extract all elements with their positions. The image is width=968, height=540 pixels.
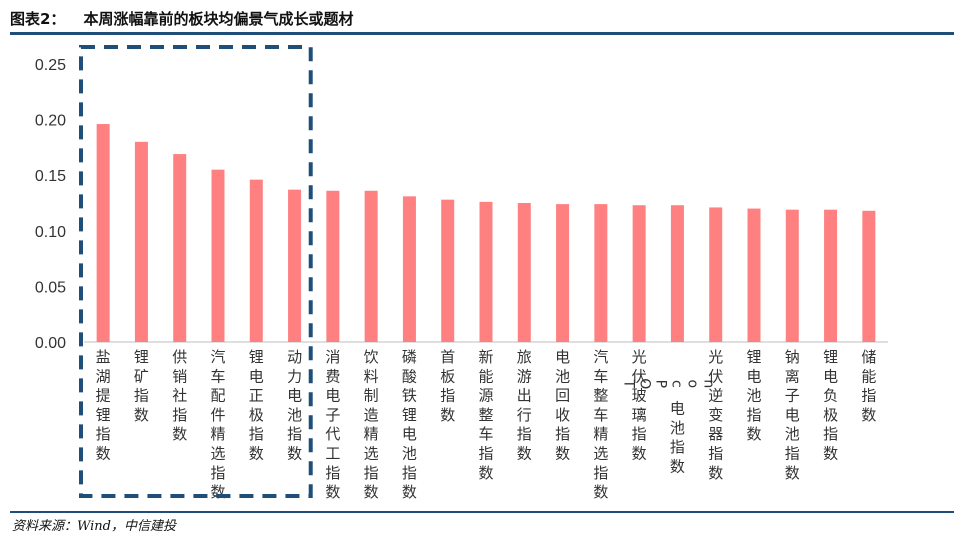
x-tick-label: 盐湖提锂指数 xyxy=(96,348,111,463)
x-tick-label: 饮料制造精选指数 xyxy=(364,348,379,501)
x-tick-label: 光伏逆变器指数 xyxy=(708,348,723,482)
bar xyxy=(594,204,608,342)
source-note: 资料来源：Wind，中信建投 xyxy=(12,519,176,534)
x-tick-label: 汽车配件精选指数 xyxy=(210,348,225,501)
x-tick-label: 新能源整车指数 xyxy=(478,348,493,482)
x-tick-label: 锂电正极指数 xyxy=(249,348,264,463)
bar xyxy=(288,189,302,342)
x-tick-label: 光伏玻璃指数 xyxy=(632,348,647,463)
y-tick-label: 0.05 xyxy=(35,279,66,296)
bar xyxy=(824,209,838,342)
bar xyxy=(709,207,723,342)
x-tick-label: 磷酸铁锂电池指数 xyxy=(402,348,417,501)
y-tick-label: 0.10 xyxy=(35,224,66,241)
x-tick-label: 锂电池指数 xyxy=(746,348,761,443)
x-tick-label: 锂矿指数 xyxy=(134,348,149,424)
x-tick-label: 首板指数 xyxy=(440,348,455,424)
bar xyxy=(96,124,110,342)
bar xyxy=(211,169,225,342)
highlight-box xyxy=(79,45,313,498)
figure-title: 本周涨幅靠前的板块均偏景气成长或题材 xyxy=(83,10,354,28)
bar xyxy=(632,205,646,342)
bar xyxy=(670,205,684,342)
bar xyxy=(747,208,761,342)
y-tick-label: 0.00 xyxy=(35,335,66,352)
bar xyxy=(173,154,187,342)
bar xyxy=(479,201,493,342)
bar xyxy=(517,203,531,342)
x-tick-label: TOPcon 电池指数 xyxy=(620,376,716,476)
bar xyxy=(441,199,455,342)
x-tick-label: 锂电负极指数 xyxy=(823,348,838,463)
bar-chart: 0.00 0.05 0.10 0.15 0.20 0.25 盐湖提锂指数 锂矿指数 供销社指数 汽… xyxy=(35,45,888,501)
x-tick-label: 汽车整车精选指数 xyxy=(593,348,608,501)
x-tick-label: 旅游出行指数 xyxy=(517,348,532,463)
bar xyxy=(134,141,148,342)
y-tick-label: 0.15 xyxy=(35,168,66,185)
bar xyxy=(862,210,876,342)
bar xyxy=(556,204,570,342)
bar xyxy=(364,190,378,342)
bar xyxy=(326,190,340,342)
figure-header: 图表2： 本周涨幅靠前的板块均偏景气成长或题材 xyxy=(10,6,954,32)
bar xyxy=(402,196,416,342)
footer-rule xyxy=(10,511,954,513)
header-rule xyxy=(10,32,954,35)
x-tick-label: 动力电池指数 xyxy=(287,348,302,463)
x-tick-label: 储能指数 xyxy=(861,348,876,424)
x-tick-label: 电池回收指数 xyxy=(555,348,570,463)
y-tick-label: 0.20 xyxy=(35,113,66,130)
bar xyxy=(785,209,799,342)
x-tick-label: 供销社指数 xyxy=(172,348,187,443)
y-tick-label: 0.25 xyxy=(35,57,66,74)
x-tick-label: 消费电子代工指数 xyxy=(325,348,340,501)
bar xyxy=(249,179,263,342)
figure-label: 图表2： xyxy=(10,10,66,28)
x-tick-label: 钠离子电池指数 xyxy=(785,348,800,482)
